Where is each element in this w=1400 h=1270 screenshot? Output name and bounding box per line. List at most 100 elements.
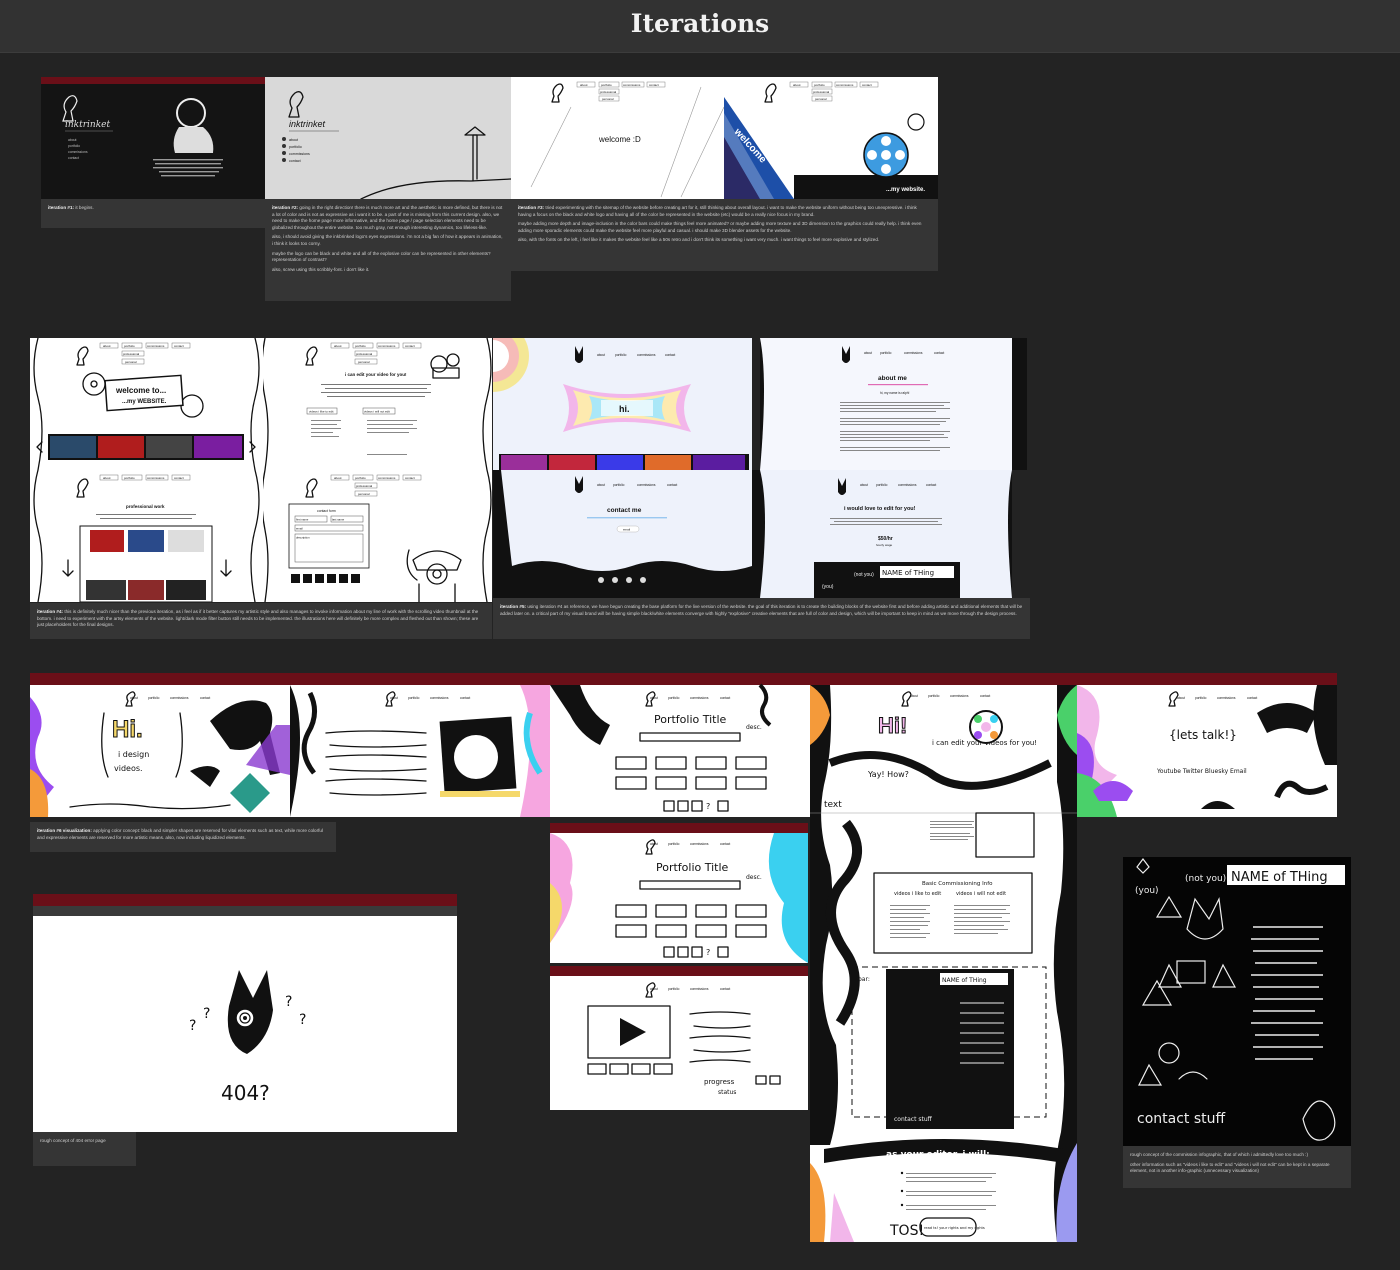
iteration-1-thumbnail[interactable]: inktrinket about portfolio commissions c…	[41, 77, 265, 199]
nav-contact-button[interactable]: contact	[405, 476, 415, 480]
nav-portfolio-link[interactable]: portfolio	[880, 351, 892, 355]
nav-about-button[interactable]: about	[103, 476, 111, 480]
nav-portfolio-link[interactable]: portfolio	[289, 145, 302, 149]
iteration-6b-thumbnail[interactable]: about portfolio commissions contact	[290, 673, 550, 817]
nav-commissions-link[interactable]: commissions	[690, 696, 709, 700]
nav-contact-link[interactable]: contact	[720, 696, 730, 700]
nav-contact-button[interactable]: contact	[405, 344, 415, 348]
infographic-thumbnail[interactable]: NAME of THing (not you) (you) contact st…	[1123, 857, 1351, 1146]
nav-portfolio-link[interactable]: portfolio	[615, 353, 627, 357]
iteration-6e-thumbnail[interactable]: about portfolio commissions contact {let…	[1077, 673, 1337, 817]
iteration-6a-thumbnail[interactable]: about portfolio commissions contact Hi. …	[30, 673, 290, 817]
nav-portfolio-link[interactable]: portfolio	[68, 144, 80, 148]
iteration-4b-thumbnail[interactable]: about portfolio commissions contact prof…	[263, 338, 492, 470]
nav-commissions-button[interactable]: commissions	[378, 476, 396, 480]
email-field[interactable]: email	[296, 527, 303, 531]
nav-about-button[interactable]: about	[580, 83, 588, 87]
nav-about-link[interactable]: about	[390, 696, 398, 700]
search-bar[interactable]	[639, 732, 741, 742]
nav-contact-button[interactable]: contact	[862, 83, 872, 87]
nav-portfolio-link[interactable]: portfolio	[668, 842, 680, 846]
nav-professional-button[interactable]: professional	[123, 352, 140, 356]
nav-portfolio-button[interactable]: portfolio	[355, 344, 366, 348]
nav-personal-button[interactable]: personal	[125, 360, 137, 364]
nav-commissions-button[interactable]: commissions	[836, 83, 854, 87]
nav-portfolio-button[interactable]: portfolio	[601, 83, 612, 87]
nav-professional-button[interactable]: professional	[600, 90, 617, 94]
videos-not-edit-tab[interactable]: videos i will not edit	[364, 410, 390, 414]
social-icons[interactable]	[598, 577, 646, 583]
email-button[interactable]	[616, 525, 640, 533]
nav-portfolio-button[interactable]: portfolio	[124, 344, 135, 348]
nav-about-button[interactable]: about	[103, 344, 111, 348]
nav-portfolio-link[interactable]: portfolio	[876, 483, 888, 487]
nav-commissions-button[interactable]: commissions	[623, 83, 641, 87]
nav-about-link[interactable]: about	[650, 987, 658, 991]
iteration-4a-thumbnail[interactable]: about portfolio commissions contact prof…	[30, 338, 263, 470]
first-name-field[interactable]: first name	[296, 518, 309, 522]
nav-commissions-link[interactable]: commissions	[170, 696, 189, 700]
iteration-6f-thumbnail[interactable]: about portfolio commissions contact Port…	[550, 823, 808, 963]
nav-portfolio-button[interactable]: portfolio	[124, 476, 135, 480]
nav-professional-button[interactable]: professional	[356, 484, 373, 488]
nav-portfolio-link[interactable]: portfolio	[668, 696, 680, 700]
nav-contact-link[interactable]: contact	[934, 351, 944, 355]
nav-portfolio-link[interactable]: portfolio	[668, 987, 680, 991]
search-bar[interactable]	[639, 880, 741, 890]
nav-contact-link[interactable]: contact	[980, 694, 990, 698]
nav-about-link[interactable]: about	[68, 138, 77, 142]
nav-personal-button[interactable]: personal	[358, 360, 370, 364]
description-field[interactable]: description	[296, 536, 310, 540]
nav-commissions-button[interactable]: commissions	[147, 344, 165, 348]
iteration-6d-tall-thumbnail[interactable]: about portfolio commissions contact Hi! …	[810, 673, 1077, 1242]
nav-commissions-link[interactable]: commissions	[1217, 696, 1236, 700]
nav-contact-link[interactable]: contact	[460, 696, 470, 700]
nav-about-button[interactable]: about	[793, 83, 801, 87]
nav-commissions-link[interactable]: commissions	[289, 152, 310, 156]
nav-about-button[interactable]: about	[334, 344, 342, 348]
nav-about-link[interactable]: about	[860, 483, 868, 487]
nav-about-link[interactable]: about	[289, 138, 298, 142]
social-links-text[interactable]: Youtube Twitter Bluesky Email	[1156, 768, 1247, 775]
iteration-2-thumbnail[interactable]: inktrinket about portfolio commissions c…	[265, 77, 511, 199]
iteration-3b-thumbnail[interactable]: about portfolio commissions contact prof…	[724, 77, 938, 199]
iteration-3a-thumbnail[interactable]: about portfolio commissions contact prof…	[511, 77, 724, 199]
iteration-5b-thumbnail[interactable]: about portfolio commissions contact abou…	[760, 338, 1027, 470]
nav-contact-link[interactable]: contact	[720, 842, 730, 846]
nav-commissions-link[interactable]: commissions	[690, 987, 709, 991]
nav-commissions-link[interactable]: commissions	[430, 696, 449, 700]
nav-about-button[interactable]: about	[334, 476, 342, 480]
nav-contact-link[interactable]: contact	[665, 353, 675, 357]
nav-commissions-button[interactable]: commissions	[378, 344, 396, 348]
nav-commissions-link[interactable]: commissions	[950, 694, 969, 698]
nav-personal-button[interactable]: personal	[815, 97, 827, 101]
iteration-4c-thumbnail[interactable]: about portfolio commissions contact prof…	[30, 470, 263, 602]
pagination-question-mark[interactable]: ?	[706, 948, 710, 957]
nav-commissions-link[interactable]: commissions	[898, 483, 917, 487]
nav-about-link[interactable]: about	[910, 694, 918, 698]
iteration-5d-thumbnail[interactable]: about portfolio commissions contact i wo…	[760, 470, 1012, 598]
nav-portfolio-button[interactable]: portfolio	[814, 83, 825, 87]
nav-contact-link[interactable]: contact	[667, 483, 677, 487]
nav-commissions-link[interactable]: commissions	[68, 150, 88, 154]
iteration-5a-thumbnail[interactable]: about portfolio commissions contact hi.	[493, 338, 752, 470]
nav-contact-button[interactable]: contact	[174, 476, 184, 480]
nav-contact-button[interactable]: contact	[174, 344, 184, 348]
nav-about-link[interactable]: about	[1177, 696, 1185, 700]
tos-heading[interactable]: TOS!	[889, 1223, 924, 1239]
nav-contact-link[interactable]: contact	[200, 696, 210, 700]
nav-contact-link[interactable]: contact	[926, 483, 936, 487]
nav-portfolio-link[interactable]: portfolio	[148, 696, 160, 700]
play-icon[interactable]	[620, 1018, 646, 1046]
nav-contact-link[interactable]: contact	[68, 156, 79, 160]
nav-portfolio-link[interactable]: portfolio	[928, 694, 940, 698]
nav-commissions-button[interactable]: commissions	[147, 476, 165, 480]
video-player[interactable]	[587, 1005, 671, 1059]
nav-about-link[interactable]: about	[597, 483, 605, 487]
nav-contact-link[interactable]: contact	[1247, 696, 1257, 700]
nav-commissions-link[interactable]: commissions	[637, 353, 656, 357]
social-icons[interactable]	[291, 574, 360, 583]
iteration-4d-thumbnail[interactable]: about portfolio commissions contact prof…	[263, 470, 492, 602]
nav-professional-button[interactable]: professional	[356, 352, 373, 356]
nav-about-link[interactable]: about	[864, 351, 872, 355]
